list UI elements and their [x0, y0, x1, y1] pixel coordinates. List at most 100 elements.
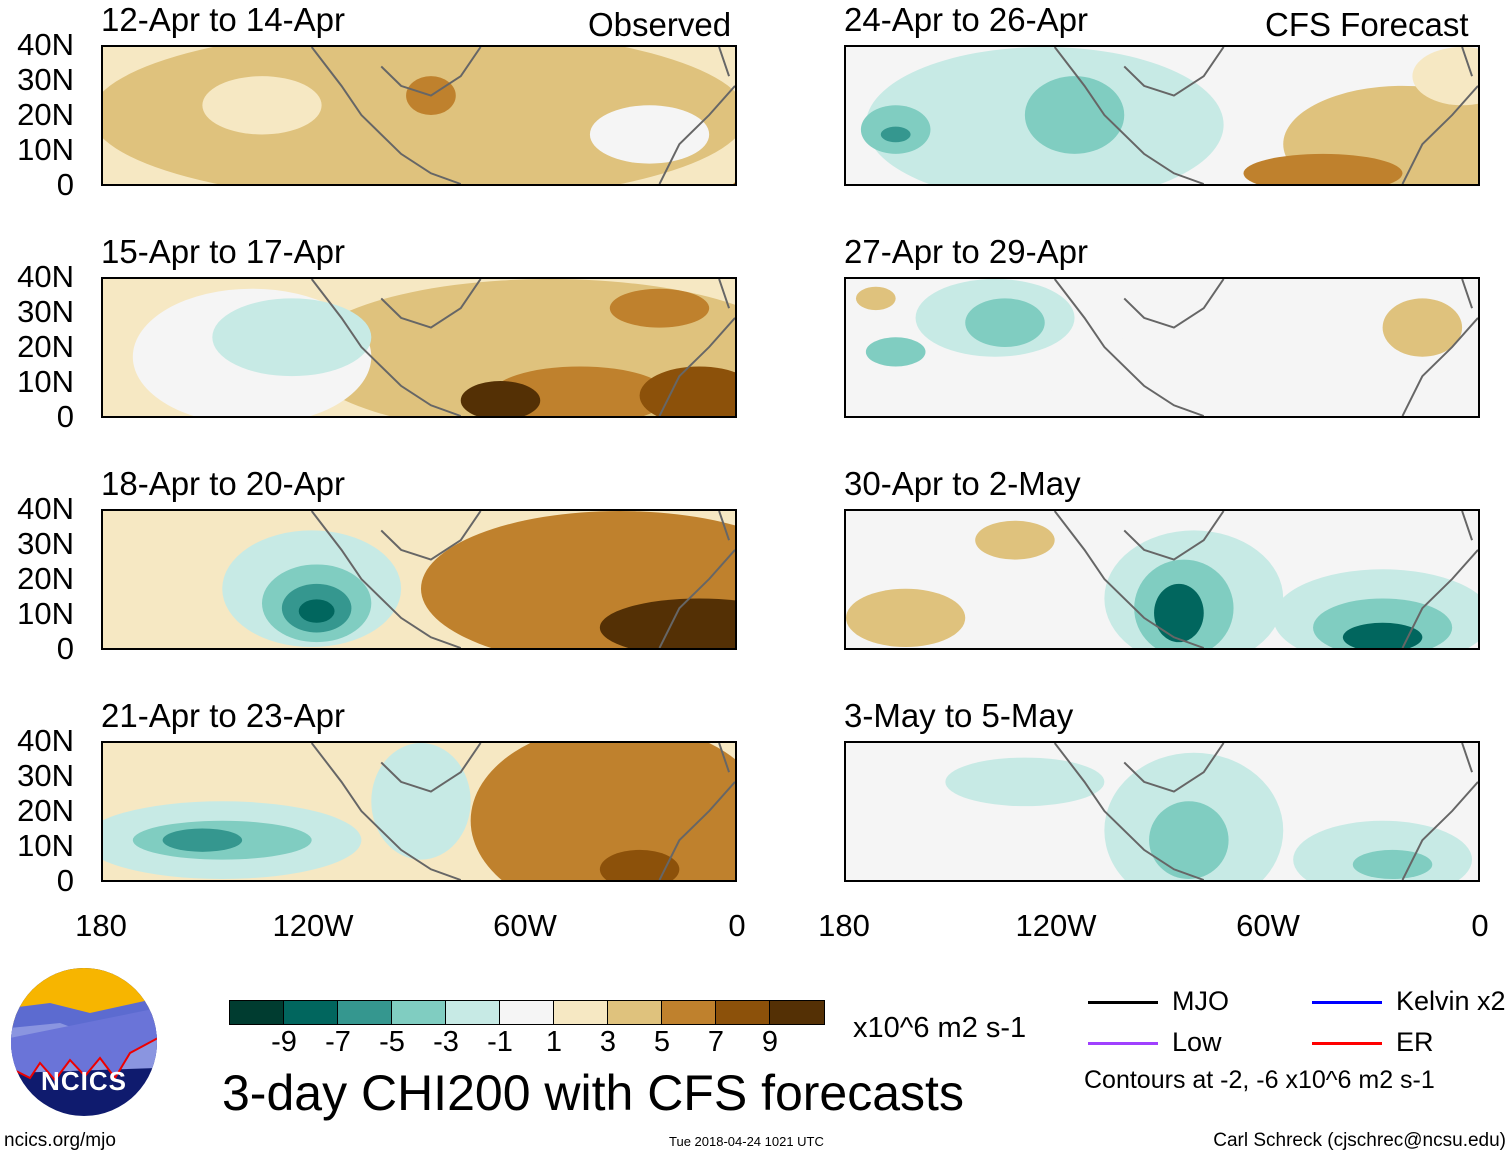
footer-url[interactable]: ncics.org/mjo	[4, 1130, 116, 1151]
colorbar-units: x10^6 m2 s-1	[853, 1012, 1027, 1044]
coastline	[1053, 279, 1478, 416]
anomaly-region	[965, 298, 1045, 348]
colorbar-tick-label: -9	[271, 1026, 297, 1058]
colorbar-tick-label: 5	[653, 1026, 671, 1058]
y-tick-label: 20N	[17, 329, 74, 364]
chi200-map-panel	[101, 45, 737, 186]
anomaly-region	[639, 366, 735, 416]
colorbar-swatch	[554, 1001, 608, 1024]
forecast-label: CFS Forecast	[1265, 6, 1469, 43]
anomaly-region	[470, 743, 735, 880]
anomaly-region	[945, 757, 1105, 807]
y-tick-label: 40N	[17, 491, 74, 526]
anomaly-region	[1243, 153, 1403, 184]
colorbar-swatch	[716, 1001, 770, 1024]
y-tick-label: 20N	[17, 793, 74, 828]
colorbar-swatch	[608, 1001, 662, 1024]
legend-er: ER	[1312, 1027, 1434, 1058]
colorbar-tick-label: 9	[761, 1026, 779, 1058]
y-tick-label: 40N	[17, 723, 74, 758]
contours-note: Contours at -2, -6 x10^6 m2 s-1	[1084, 1066, 1435, 1094]
anomaly-region	[122, 520, 203, 560]
kelvin-line-swatch	[1312, 1001, 1382, 1005]
x-tick-label: 180	[818, 908, 870, 943]
chi200-map-panel	[844, 45, 1480, 186]
y-tick-label: 10N	[17, 364, 74, 399]
colorbar-tick-label: -7	[325, 1026, 351, 1058]
panel-title: 3-May to 5-May	[844, 697, 1074, 734]
anomaly-region	[1342, 622, 1423, 648]
colorbar-tick-label: -1	[487, 1026, 513, 1058]
x-tick-label: 120W	[1015, 908, 1097, 943]
anomaly-region	[1412, 47, 1478, 106]
panel-title: 18-Apr to 20-Apr	[101, 465, 345, 502]
ncics-logo: NCICS	[10, 968, 158, 1116]
anomaly-region	[162, 828, 243, 852]
panel-title: 21-Apr to 23-Apr	[101, 697, 345, 734]
chi200-map-panel	[101, 741, 737, 882]
coastline	[310, 279, 735, 416]
y-tick-label: 10N	[17, 828, 74, 863]
anomaly-region	[846, 588, 966, 648]
anomaly-region	[1154, 583, 1204, 643]
low-line-swatch	[1088, 1042, 1158, 1046]
legend-label: ER	[1396, 1027, 1434, 1057]
footer-timestamp: Tue 2018-04-24 1021 UTC	[669, 1134, 824, 1149]
chi200-map-panel	[844, 509, 1480, 650]
colorbar-labels: -9 -7 -5 -3 -1 1 3 5 7 9	[257, 1026, 797, 1059]
anomaly-region	[1024, 76, 1125, 154]
colorbar-swatch	[284, 1001, 338, 1024]
anomaly-region	[1149, 801, 1229, 880]
y-tick-label: 0	[56, 863, 74, 898]
anomaly-region	[460, 381, 541, 416]
panel-title: 24-Apr to 26-Apr	[844, 1, 1088, 38]
y-tick-label: 30N	[17, 526, 74, 561]
colorbar-tick-label: 1	[545, 1026, 563, 1058]
panel-title: 27-Apr to 29-Apr	[844, 233, 1088, 270]
colorbar-tick-label: -5	[379, 1026, 405, 1058]
anomaly-region	[371, 743, 471, 860]
legend-kelvin: Kelvin x2	[1312, 986, 1506, 1017]
anomaly-region	[589, 105, 710, 164]
legend-low: Low	[1088, 1027, 1222, 1058]
coastline	[1053, 47, 1478, 184]
x-tick-label: 120W	[272, 908, 354, 943]
panel-title: 15-Apr to 17-Apr	[101, 233, 345, 270]
legend-mjo: MJO	[1088, 986, 1229, 1017]
figure-title: 3-day CHI200 with CFS forecasts	[222, 1065, 964, 1121]
coastline	[1053, 743, 1478, 880]
legend-label: MJO	[1172, 986, 1229, 1016]
anomaly-region	[298, 599, 335, 623]
colorbar-swatch	[392, 1001, 446, 1024]
anomaly-region	[1382, 298, 1463, 357]
er-line-swatch	[1312, 1042, 1382, 1046]
colorbar-tick-label: -3	[433, 1026, 459, 1058]
anomaly-region	[202, 76, 322, 135]
y-tick-label: 10N	[17, 132, 74, 167]
y-tick-label: 20N	[17, 97, 74, 132]
anomaly-region	[599, 849, 680, 880]
anomaly-region	[855, 286, 896, 311]
anomaly-region	[609, 288, 710, 328]
anomaly-region	[1352, 849, 1433, 880]
panel-title: 12-Apr to 14-Apr	[101, 1, 345, 38]
y-tick-label: 0	[56, 631, 74, 666]
anomaly-region	[880, 126, 911, 143]
coastline	[310, 511, 735, 648]
colorbar-swatch	[662, 1001, 716, 1024]
coastline	[310, 47, 735, 184]
colorbar-swatch	[446, 1001, 500, 1024]
x-tick-label: 0	[728, 908, 746, 943]
colorbar	[229, 1000, 825, 1025]
mjo-line-swatch	[1088, 1001, 1158, 1005]
anomaly-region	[733, 182, 735, 184]
x-tick-label: 60W	[1236, 908, 1300, 943]
y-tick-label: 30N	[17, 62, 74, 97]
y-tick-label: 30N	[17, 758, 74, 793]
legend-label: Kelvin x2	[1396, 986, 1506, 1016]
logo-text: NCICS	[41, 1066, 127, 1096]
coastline	[1053, 511, 1478, 648]
anomaly-region	[865, 337, 926, 367]
y-tick-label: 0	[56, 167, 74, 202]
observed-label: Observed	[588, 6, 732, 43]
